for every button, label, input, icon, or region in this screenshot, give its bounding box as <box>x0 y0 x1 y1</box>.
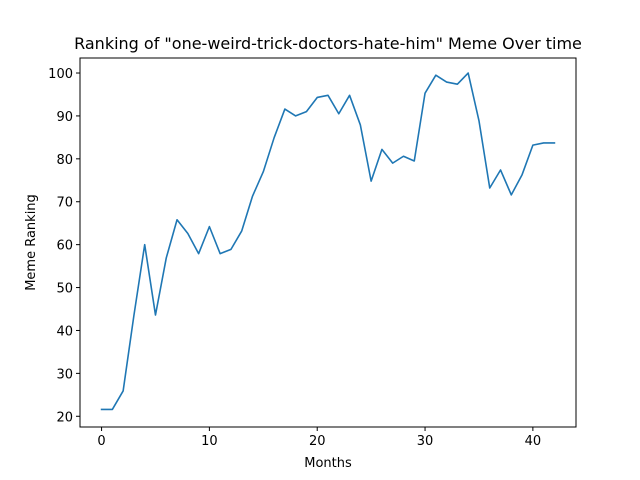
y-axis-ticks: 20 30 40 50 60 70 80 90 100 <box>48 67 80 425</box>
plot-frame <box>79 57 577 428</box>
x-tick-label: 30 <box>417 434 434 449</box>
y-axis-title: Meme Ranking <box>24 194 39 291</box>
x-tick-label: 40 <box>525 434 542 449</box>
y-tick-label: 80 <box>56 153 73 168</box>
y-tick-label: 100 <box>48 67 73 82</box>
plot-area: 0 10 20 30 40 20 30 40 50 60 70 80 90 100 <box>48 57 577 449</box>
y-tick-label: 20 <box>56 410 73 425</box>
x-axis-ticks: 0 10 20 30 40 <box>97 427 541 449</box>
series-layer <box>100 72 556 411</box>
y-tick-label: 60 <box>56 239 73 254</box>
x-tick-label: 20 <box>309 434 326 449</box>
x-axis-title: Months <box>304 456 352 471</box>
y-tick-label: 50 <box>56 282 73 297</box>
y-tick-label: 30 <box>56 367 73 382</box>
series-line <box>100 72 556 411</box>
y-tick-label: 70 <box>56 196 73 211</box>
chart-title: Ranking of "one-weird-trick-doctors-hate… <box>74 34 582 53</box>
x-tick-label: 10 <box>201 434 218 449</box>
x-tick-label: 0 <box>97 434 105 449</box>
y-tick-label: 90 <box>56 110 73 125</box>
y-tick-label: 40 <box>56 324 73 339</box>
